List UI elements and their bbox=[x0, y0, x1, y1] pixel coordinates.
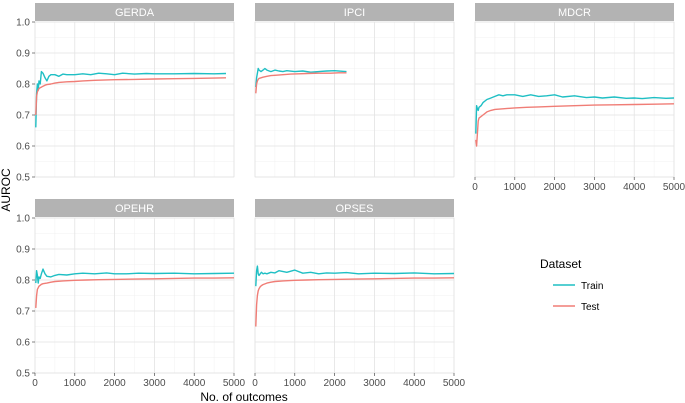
series-train-gerda bbox=[35, 70, 227, 128]
panel-opehr: OPEHR 0.5 0.6 0.7 0.8 0.9 1.0 0 1000 2000 3000 4000… bbox=[16, 199, 246, 389]
x-tick-label: 0 bbox=[472, 182, 478, 193]
y-tick-label: 0.5 bbox=[16, 369, 30, 380]
series-test-ipci bbox=[255, 72, 347, 94]
x-tick-label: 3000 bbox=[583, 182, 606, 193]
y-axis-title: AUROC bbox=[0, 168, 13, 212]
x-tick-label: 2000 bbox=[543, 182, 566, 193]
series-train-mdcr bbox=[475, 94, 675, 134]
series-train-opehr bbox=[35, 268, 235, 284]
x-tick-label: 4000 bbox=[403, 378, 426, 389]
strip-label-gerda: GERDA bbox=[115, 7, 155, 19]
x-tick-label: 0 bbox=[32, 378, 38, 389]
y-tick-label: 0.9 bbox=[16, 245, 30, 256]
strip-ipci bbox=[255, 3, 454, 21]
strip-opehr bbox=[35, 199, 234, 217]
panels-layer: GERDA 0.5 0.6 0.7 0.8 0.9 1.0 IPCI MDCR 0 1000 2000… bbox=[16, 3, 685, 389]
series-test-opses bbox=[255, 277, 455, 327]
series-test-gerda bbox=[35, 77, 227, 116]
y-tick-label: 1.0 bbox=[16, 214, 30, 225]
legend-label-test: Test bbox=[581, 302, 600, 313]
y-tick-label: 0.7 bbox=[16, 111, 30, 122]
strip-label-opses: OPSES bbox=[336, 203, 374, 215]
series-train-opses bbox=[255, 265, 455, 287]
strip-mdcr bbox=[475, 3, 674, 21]
x-tick-label: 2000 bbox=[103, 378, 126, 389]
x-tick-label: 1000 bbox=[284, 378, 307, 389]
x-tick-label: 4000 bbox=[623, 182, 646, 193]
x-tick-label: 3000 bbox=[143, 378, 166, 389]
y-tick-label: 0.5 bbox=[16, 173, 30, 184]
x-axis-title: No. of outcomes bbox=[200, 390, 287, 403]
x-tick-label: 1000 bbox=[64, 378, 87, 389]
y-tick-label: 0.8 bbox=[16, 80, 30, 91]
strip-gerda bbox=[35, 3, 234, 21]
strip-label-mdcr: MDCR bbox=[558, 7, 591, 19]
x-tick-label: 0 bbox=[252, 378, 258, 389]
y-tick-label: 1.0 bbox=[16, 18, 30, 29]
y-tick-label: 0.7 bbox=[16, 307, 30, 318]
x-tick-label: 5000 bbox=[223, 378, 246, 389]
legend-label-train: Train bbox=[581, 281, 603, 292]
y-tick-label: 0.6 bbox=[16, 338, 30, 349]
legend-title: Dataset bbox=[540, 257, 582, 271]
x-tick-label: 5000 bbox=[663, 182, 685, 193]
legend: Dataset Train Test bbox=[540, 257, 603, 313]
x-tick-label: 3000 bbox=[363, 378, 386, 389]
y-tick-label: 0.8 bbox=[16, 276, 30, 287]
panel-opses: OPSES 0 1000 2000 3000 4000 5000 bbox=[252, 199, 466, 389]
x-tick-label: 5000 bbox=[443, 378, 466, 389]
x-tick-label: 4000 bbox=[183, 378, 206, 389]
panel-ipci: IPCI bbox=[254, 3, 455, 178]
strip-opses bbox=[255, 199, 454, 217]
x-tick-label: 2000 bbox=[323, 378, 346, 389]
series-test-mdcr bbox=[475, 103, 675, 147]
y-tick-label: 0.9 bbox=[16, 49, 30, 60]
x-tick-label: 1000 bbox=[504, 182, 527, 193]
panel-gerda: GERDA 0.5 0.6 0.7 0.8 0.9 1.0 bbox=[16, 3, 235, 184]
y-tick-label: 0.6 bbox=[16, 142, 30, 153]
series-test-opehr bbox=[35, 277, 235, 308]
series-train-ipci bbox=[255, 67, 347, 88]
strip-label-opehr: OPEHR bbox=[115, 203, 154, 215]
strip-label-ipci: IPCI bbox=[344, 7, 365, 19]
panel-mdcr: MDCR 0 1000 2000 3000 4000 5000 bbox=[472, 3, 685, 193]
